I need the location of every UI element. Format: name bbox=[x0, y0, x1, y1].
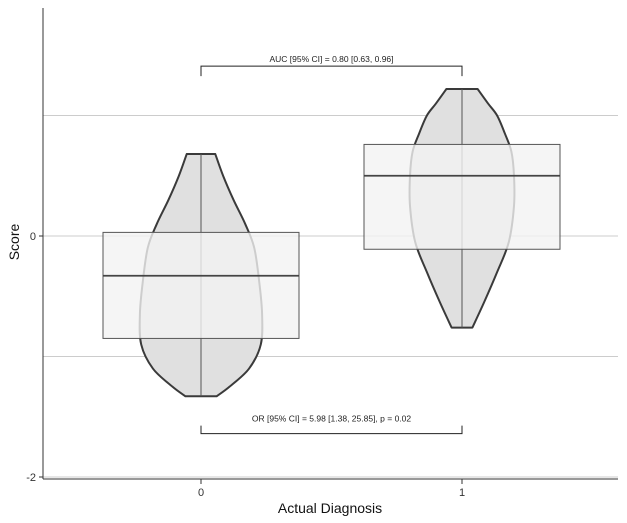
bracket-top bbox=[200, 65, 463, 77]
box-1 bbox=[363, 143, 561, 250]
x-tick-label: 1 bbox=[459, 487, 465, 499]
bracket-bottom bbox=[200, 425, 463, 435]
boxes bbox=[102, 143, 561, 339]
y-tick-label: 0 bbox=[30, 231, 36, 243]
y-axis-title: Score bbox=[6, 224, 22, 261]
axis-ticks: -2 0 0 1 bbox=[26, 231, 465, 499]
annotation-top: AUC [95% CI] = 0.80 [0.63, 0.96] bbox=[269, 54, 393, 64]
x-tick-label: 0 bbox=[198, 487, 204, 499]
annotation-bottom: OR [95% CI] = 5.98 [1.38, 25.85], p = 0.… bbox=[252, 414, 412, 424]
box-0 bbox=[102, 231, 300, 339]
annotations: AUC [95% CI] = 0.80 [0.63, 0.96] OR [95% … bbox=[200, 54, 463, 435]
x-axis-title: Actual Diagnosis bbox=[278, 500, 382, 516]
y-tick-label: -2 bbox=[26, 472, 36, 484]
